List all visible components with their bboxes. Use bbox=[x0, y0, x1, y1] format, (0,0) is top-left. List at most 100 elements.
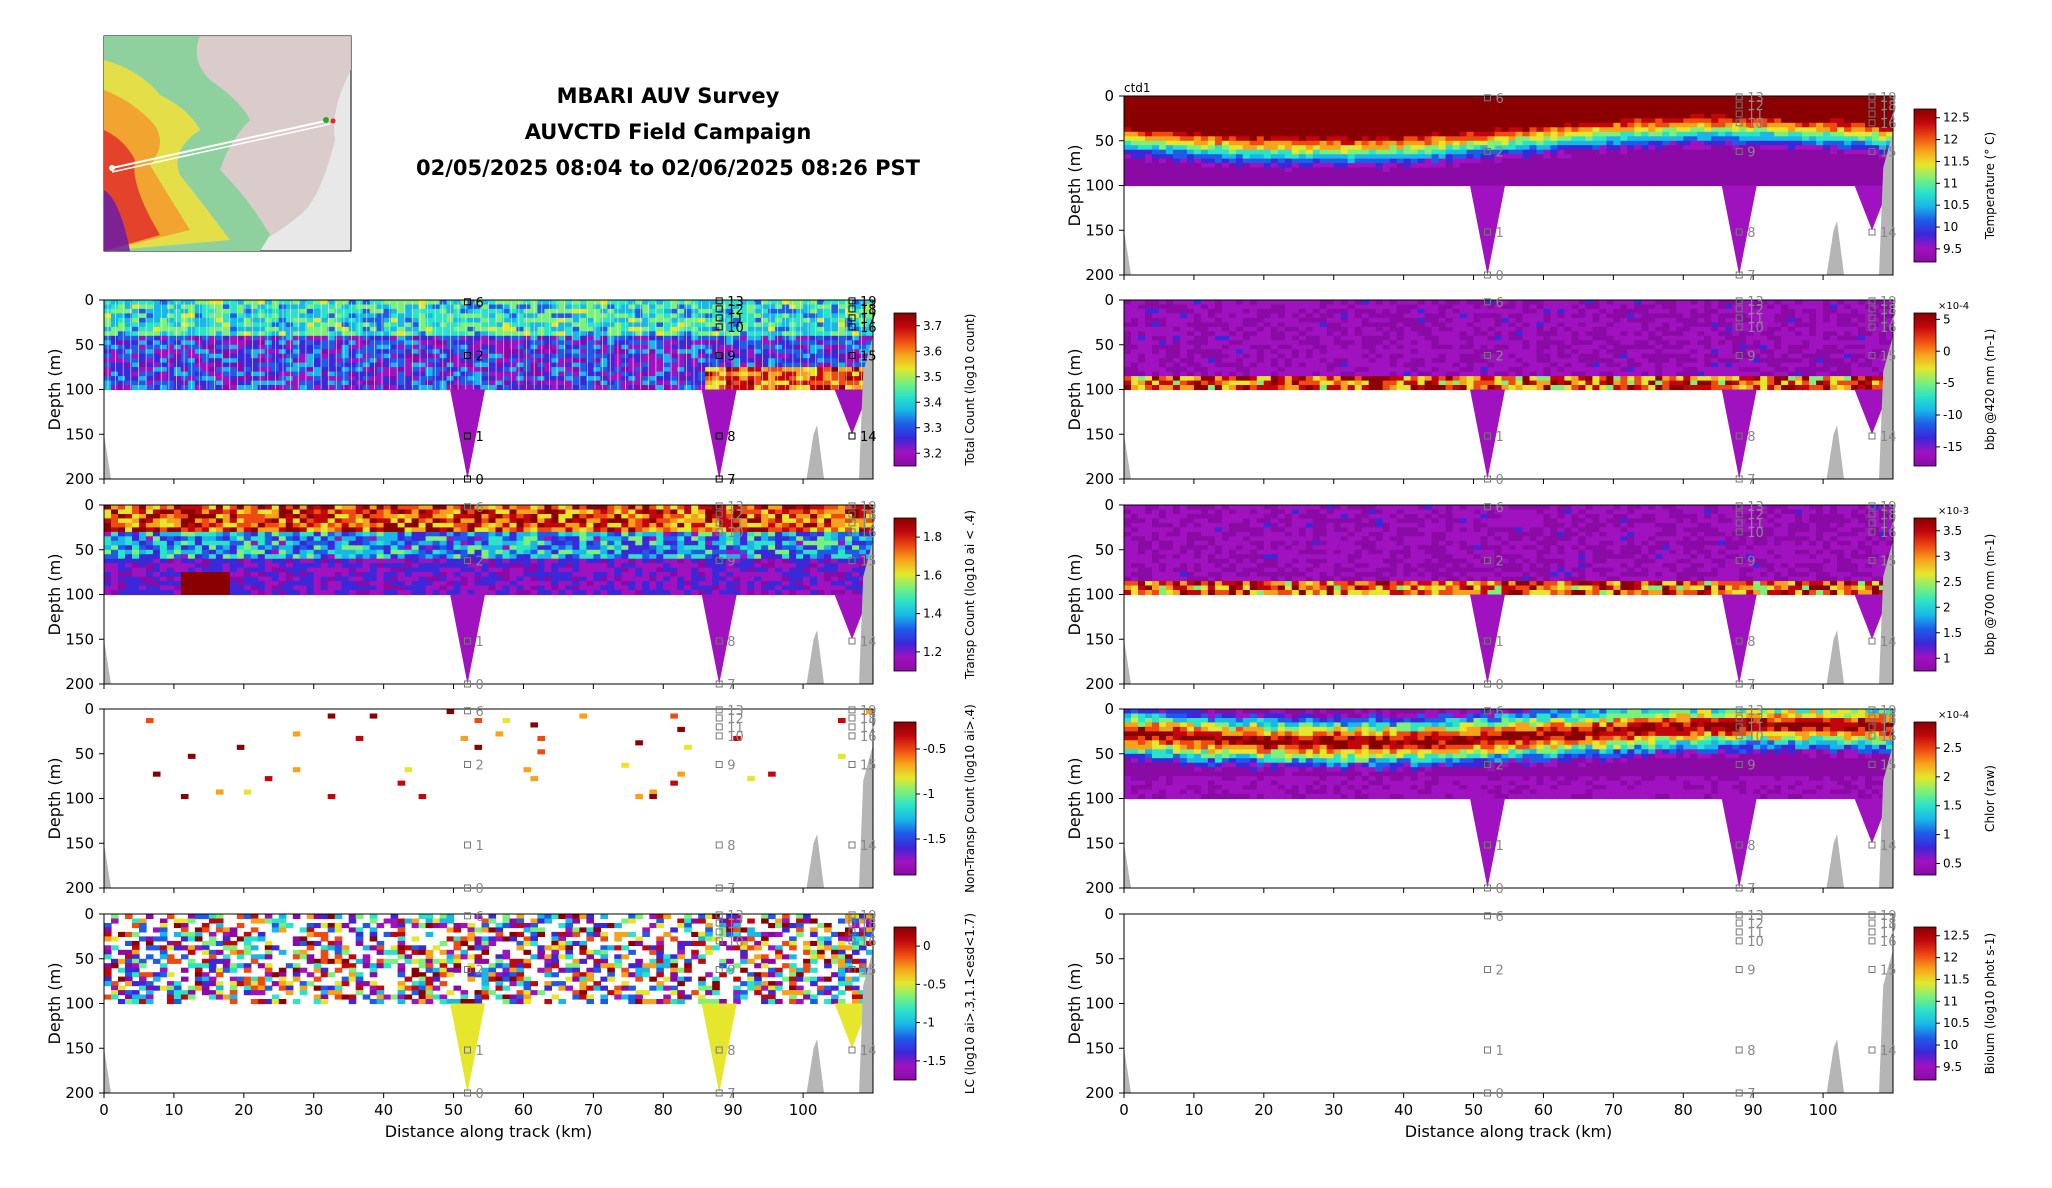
station-label: 14 bbox=[860, 839, 877, 854]
station-marker bbox=[464, 352, 471, 359]
x-axis-biolum: 0 10 20 30 40 50 60 70 80 90 100 Distance along tra… bbox=[1119, 1093, 1837, 1141]
station-label: 13 bbox=[727, 909, 744, 924]
station-marker bbox=[1868, 841, 1876, 849]
station-label: 16 bbox=[860, 730, 877, 745]
x-axis-non-transp-count bbox=[103, 888, 804, 893]
station-label: 19 bbox=[1880, 909, 1897, 924]
plot-area-bbp700 bbox=[1124, 505, 1893, 684]
colorbar-tick-label: 5 bbox=[1943, 312, 1951, 326]
colorbar-exponent: ×10-3 bbox=[1938, 506, 1969, 517]
colorbar-tick-label: 10.5 bbox=[1943, 1016, 1970, 1030]
station-marker bbox=[1484, 352, 1491, 359]
station-marker bbox=[715, 502, 723, 510]
station-label: 9 bbox=[1747, 555, 1755, 570]
colorbar-tick-label: 1 bbox=[1943, 651, 1951, 665]
trench-2 bbox=[1854, 594, 1890, 640]
station-label: 16 bbox=[1880, 321, 1897, 336]
station-marker bbox=[1735, 148, 1743, 155]
y-tick-label: 150 bbox=[1085, 834, 1114, 852]
y-axis-lc: 0 50 100 150 200 Depth (m) bbox=[45, 905, 104, 1102]
trench-0 bbox=[450, 389, 485, 479]
station-label: 17 bbox=[860, 312, 877, 327]
station-marker bbox=[1735, 271, 1743, 279]
colorbar-label: Temperature (° C) bbox=[1983, 132, 1997, 240]
station-marker bbox=[464, 884, 471, 892]
colorbar-total-count: 3.2 3.3 3.4 3.5 3.6 3.7 Total Count (log10 cou… bbox=[893, 312, 977, 467]
trench-2 bbox=[1854, 389, 1890, 435]
station-marker bbox=[1868, 714, 1876, 722]
colorbar-chlor: 0.5 1 1.5 2 2.5 ×10-4 Chlor (raw) bbox=[1913, 710, 1997, 876]
station-marker bbox=[848, 928, 856, 936]
station-marker bbox=[464, 1089, 471, 1097]
x-tick-label: 60 bbox=[514, 1101, 533, 1119]
station-label: 10 bbox=[727, 935, 744, 950]
y-tick-label: 50 bbox=[75, 950, 94, 968]
station-label: 12 bbox=[1747, 712, 1764, 727]
station-marker bbox=[715, 706, 723, 714]
colorbar-exponent: ×10-4 bbox=[1938, 710, 1969, 721]
y-tick-label: 50 bbox=[1095, 132, 1114, 150]
x-axis-bbp700 bbox=[1123, 684, 1824, 689]
station-marker bbox=[1868, 937, 1876, 945]
y-axis-label: Depth (m) bbox=[45, 554, 64, 636]
plot-area-temperature bbox=[1124, 96, 1893, 275]
plot-area-chlor bbox=[1124, 709, 1893, 888]
station-label: 13 bbox=[727, 704, 744, 719]
station-label: 1 bbox=[1496, 839, 1504, 854]
station-marker bbox=[1735, 1089, 1743, 1097]
station-label: 10 bbox=[727, 730, 744, 745]
station-label: 9 bbox=[1747, 146, 1755, 161]
station-marker bbox=[1484, 94, 1491, 102]
station-label: 17 bbox=[1880, 312, 1897, 327]
station-label: 15 bbox=[860, 964, 877, 979]
x-tick-label: 20 bbox=[234, 1101, 253, 1119]
station-label: 0 bbox=[476, 678, 484, 693]
station-label: 11 bbox=[1747, 312, 1764, 327]
y-tick-label: 200 bbox=[65, 470, 94, 488]
y-axis-transp-count: 0 50 100 150 200 Depth (m) bbox=[45, 496, 104, 693]
station-label: 9 bbox=[727, 964, 735, 979]
station-marker bbox=[1484, 680, 1491, 688]
colorbar-tick-label: 11.5 bbox=[1943, 972, 1970, 986]
figure-title-line1: MBARI AUV Survey bbox=[556, 84, 780, 108]
x-axis-label: Distance along track (km) bbox=[1405, 1122, 1613, 1141]
y-tick-label: 100 bbox=[1085, 381, 1114, 399]
station-label: 19 bbox=[860, 295, 877, 310]
seafloor-total-count bbox=[104, 335, 873, 479]
colorbar-fill bbox=[1913, 721, 1937, 876]
station-label: 18 bbox=[1880, 508, 1897, 523]
trench-1 bbox=[1721, 798, 1757, 888]
station-label: 1 bbox=[476, 430, 484, 445]
station-marker bbox=[848, 637, 856, 645]
colorbar-tick-label: 1.6 bbox=[923, 568, 942, 582]
chart-panel-bbp420: 012678910111213141516171819050100150200D… bbox=[1065, 291, 1997, 488]
station-marker bbox=[715, 557, 723, 564]
y-tick-label: 100 bbox=[1085, 790, 1114, 808]
data-field-chlor bbox=[1124, 709, 1893, 888]
station-label: 12 bbox=[1747, 303, 1764, 318]
station-marker bbox=[1735, 432, 1743, 440]
station-marker bbox=[715, 528, 723, 536]
station-marker bbox=[848, 706, 856, 714]
station-marker bbox=[1868, 919, 1876, 927]
station-label: 16 bbox=[1880, 526, 1897, 541]
station-label: 13 bbox=[1747, 500, 1764, 515]
station-marker bbox=[715, 1046, 723, 1054]
y-tick-label: 50 bbox=[1095, 541, 1114, 559]
colorbar-tick-label: 3.7 bbox=[923, 319, 942, 333]
x-axis-total-count bbox=[103, 479, 804, 484]
colorbar-label: Total Count (log10 count) bbox=[963, 314, 977, 467]
station-label: 7 bbox=[1747, 473, 1755, 488]
y-axis-total-count: 0 50 100 150 200 Depth (m) bbox=[45, 291, 104, 488]
station-label: 6 bbox=[476, 705, 484, 720]
station-label: 19 bbox=[860, 909, 877, 924]
x-tick-label: 90 bbox=[724, 1101, 743, 1119]
station-marker bbox=[848, 1046, 856, 1054]
station-marker bbox=[848, 502, 856, 510]
station-marker bbox=[1868, 119, 1876, 127]
station-label: 8 bbox=[727, 635, 735, 650]
